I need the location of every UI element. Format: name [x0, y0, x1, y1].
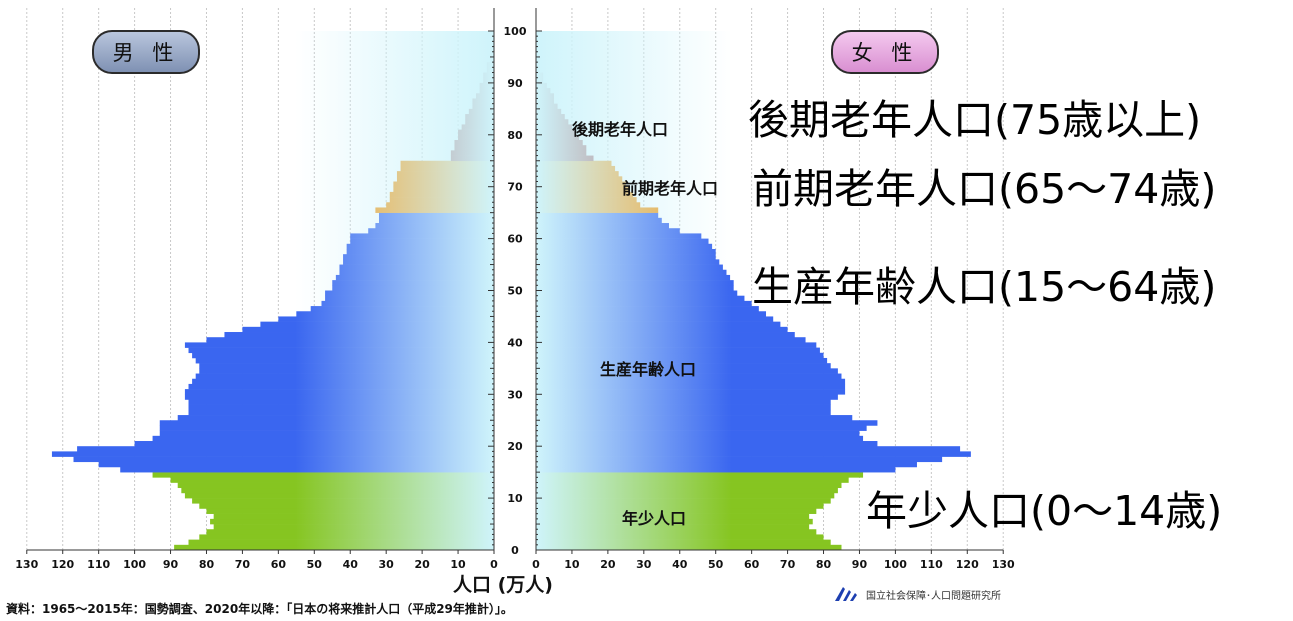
population-tick-label: 120 [956, 558, 979, 571]
age-tick-label: 100 [504, 25, 527, 38]
age-tick-label: 90 [507, 77, 523, 90]
population-tick-label: 130 [15, 558, 38, 571]
age-tick-label: 10 [507, 492, 523, 505]
population-tick-label: 10 [450, 558, 466, 571]
institution-logo: 国立社会保障･人口問題研究所 [833, 585, 1001, 603]
population-tick-label: 100 [123, 558, 146, 571]
population-tick-label: 40 [672, 558, 688, 571]
age-tick-label: 80 [507, 129, 523, 142]
age-tick-label: 50 [507, 285, 523, 298]
population-tick-label: 80 [816, 558, 832, 571]
x-axis-label: 人口 (万人) [453, 574, 553, 596]
age-tick-label: 40 [507, 336, 523, 349]
early-elderly-callout: 前期老年人口(65～74歳) [752, 165, 1217, 213]
population-tick-label: 120 [51, 558, 74, 571]
fade-overlay [51, 31, 971, 550]
age-tick-label: 70 [507, 181, 523, 194]
population-tick-label: 20 [414, 558, 430, 571]
population-tick-label: 80 [199, 558, 215, 571]
population-tick-label: 130 [992, 558, 1015, 571]
population-tick-label: 40 [343, 558, 359, 571]
population-tick-label: 0 [490, 558, 498, 571]
population-tick-label: 60 [271, 558, 287, 571]
population-tick-label: 30 [636, 558, 652, 571]
late-elderly-label: 後期老年人口 [572, 120, 669, 139]
population-tick-label: 70 [235, 558, 251, 571]
age-tick-label: 30 [507, 388, 523, 401]
working-age-label: 生産年齢人口 [600, 360, 697, 379]
population-tick-label: 90 [163, 558, 179, 571]
youth-label: 年少人口 [622, 509, 687, 528]
population-tick-label: 20 [600, 558, 616, 571]
female-fade [536, 31, 971, 550]
age-tick-label: 0 [511, 544, 519, 557]
population-tick-label: 100 [884, 558, 907, 571]
working-age-callout: 生産年齢人口(15～64歳) [752, 263, 1217, 311]
population-tick-label: 60 [744, 558, 760, 571]
population-tick-label: 30 [379, 558, 395, 571]
population-tick-label: 90 [852, 558, 868, 571]
population-tick-label: 10 [564, 558, 580, 571]
institution-name: 国立社会保障･人口問題研究所 [866, 590, 1001, 602]
late-elderly-callout: 後期老年人口(75歳以上) [748, 96, 1202, 144]
population-tick-label: 50 [708, 558, 724, 571]
youth-callout: 年少人口(0～14歳) [866, 487, 1223, 535]
population-tick-label: 50 [307, 558, 323, 571]
population-tick-label: 110 [87, 558, 110, 571]
female-badge: 女 性 [831, 30, 939, 74]
early-elderly-label: 前期老年人口 [622, 179, 719, 198]
male-badge: 男 性 [92, 30, 200, 74]
age-tick-label: 20 [507, 440, 523, 453]
population-tick-label: 70 [780, 558, 796, 571]
age-tick-label: 60 [507, 233, 523, 246]
source-note: 資料：1965～2015年：国勢調査、2020年以降：「日本の将来推計人口（平成… [6, 602, 513, 616]
male-fade [51, 31, 495, 550]
population-tick-label: 110 [920, 558, 943, 571]
institution-mark-icon [835, 587, 857, 601]
population-tick-label: 0 [532, 558, 540, 571]
